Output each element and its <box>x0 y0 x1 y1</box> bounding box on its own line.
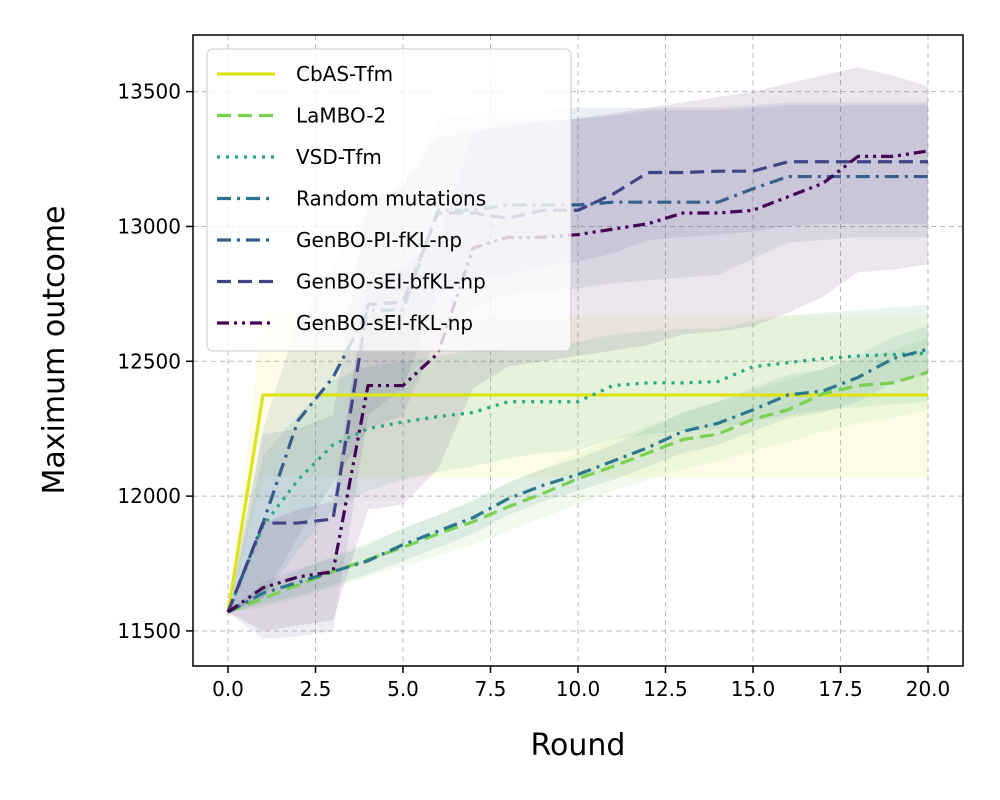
x-tick-label: 5.0 <box>387 677 419 701</box>
y-tick-label: 12000 <box>117 484 181 508</box>
x-tick-label: 17.5 <box>818 677 863 701</box>
series-line-vsd-tfm <box>226 351 929 613</box>
series-lines <box>226 149 929 614</box>
legend: CbAS-Tfm LaMBO-2 VSD-Tfm Random mutations Ge… <box>206 48 572 352</box>
x-tick-label: 20.0 <box>906 677 951 701</box>
band-random-mutations <box>228 326 928 613</box>
series-line-cbas-tfm <box>226 393 928 613</box>
y-axis-label: Maximum outcome <box>37 205 72 494</box>
series-line-random-mutations <box>227 347 929 614</box>
y-tick-label: 12500 <box>117 349 181 373</box>
y-tick-label: 13000 <box>117 214 181 238</box>
series-line-genbo-sei-fkl-np <box>227 149 929 614</box>
legend-label-genbo-sei-bfkl-np: GenBO-sEI-bfKL-np <box>296 270 486 294</box>
legend-label-genbo-pi-fkl-np: GenBO-PI-fKL-np <box>296 228 462 252</box>
x-tick-label: 10.0 <box>556 677 601 701</box>
legend-box <box>206 48 572 352</box>
legend-label-vsd-tfm: VSD-Tfm <box>296 145 382 169</box>
x-axis-label: Round <box>531 728 626 763</box>
y-tick-label: 13500 <box>117 80 181 104</box>
legend-label-random-mutations: Random mutations <box>296 187 486 211</box>
legend-label-cbas-tfm: CbAS-Tfm <box>296 62 393 86</box>
series-line-genbo-pi-fkl-np <box>226 174 928 613</box>
legend-label-genbo-sei-fkl-np: GenBO-sEI-fKL-np <box>296 311 473 335</box>
band-vsd-tfm <box>228 304 928 613</box>
x-tick-label: 0.0 <box>212 677 244 701</box>
x-tick-label: 15.0 <box>731 677 776 701</box>
band-cbas-tfm <box>228 315 928 613</box>
series-line-lambo-2 <box>227 370 929 614</box>
x-tick-label: 2.5 <box>300 677 332 701</box>
y-tick-label: 11500 <box>117 619 181 643</box>
legend-label-lambo-2: LaMBO-2 <box>296 104 386 128</box>
axis-ticks: 0.0 2.5 5.0 7.5 10.0 12.5 15.0 17.5 20.0 11500 120… <box>117 80 950 701</box>
x-tick-label: 12.5 <box>643 677 688 701</box>
x-tick-label: 7.5 <box>475 677 507 701</box>
series-line-genbo-sei-bfkl-np <box>226 160 928 613</box>
band-genbo-sei-fkl-np <box>228 67 928 631</box>
